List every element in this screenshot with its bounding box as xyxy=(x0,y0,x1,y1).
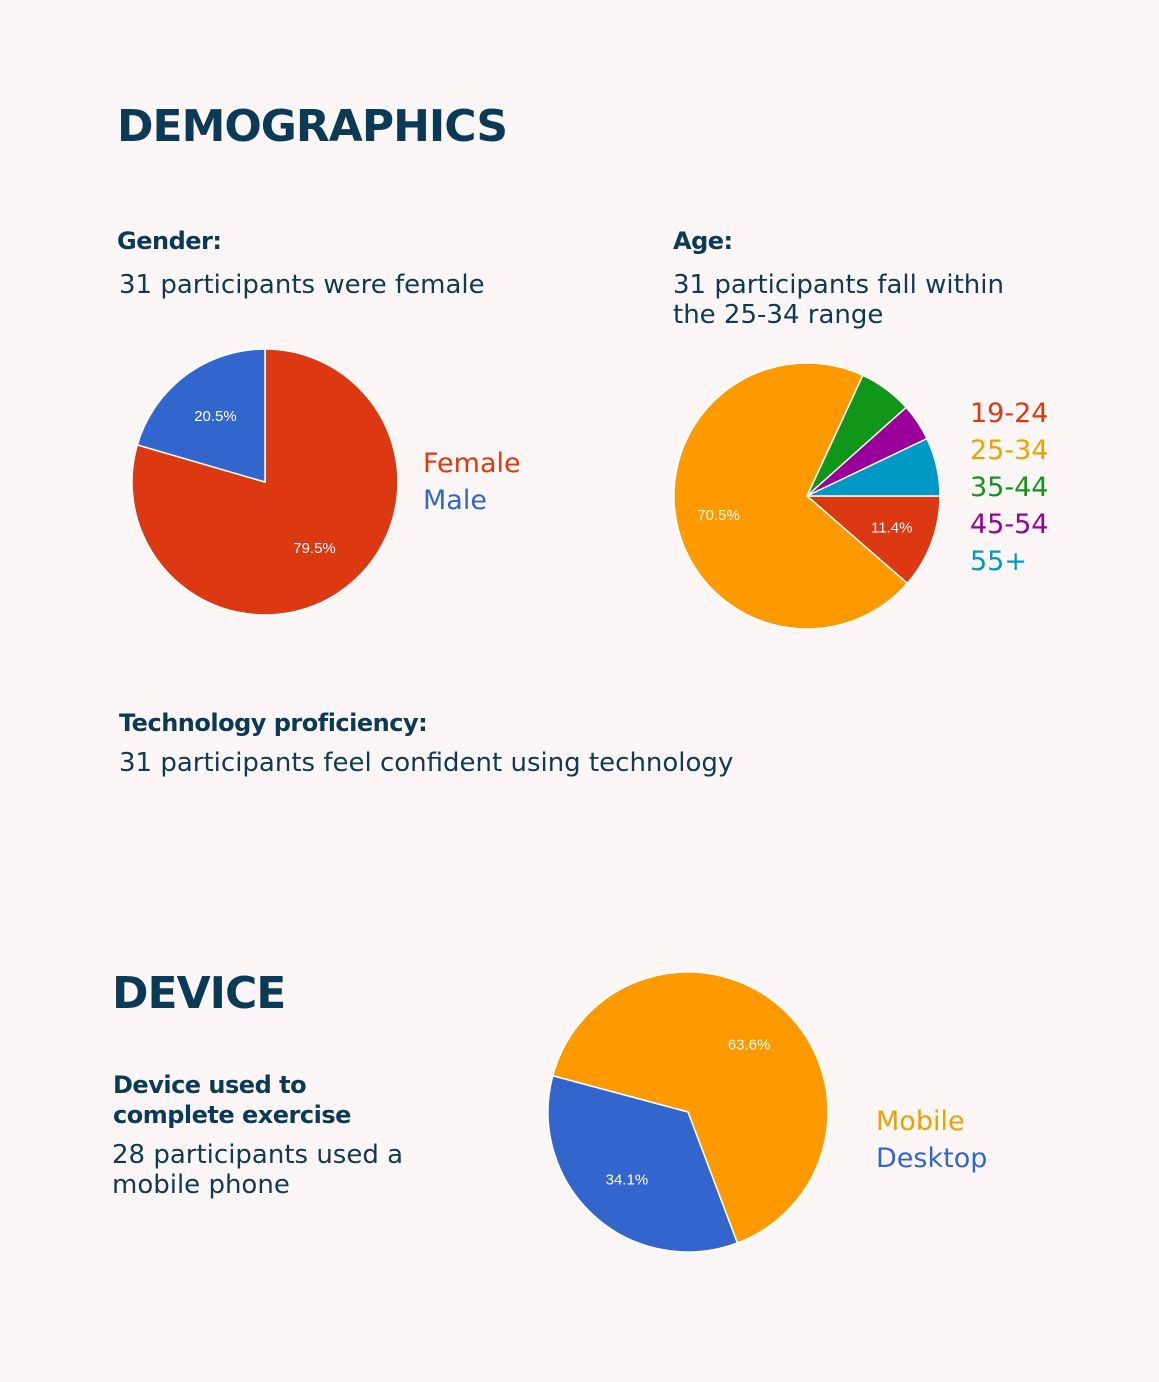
device-label-line2: complete exercise xyxy=(113,1101,351,1129)
pie-data-label: 34.1% xyxy=(606,1171,649,1188)
pie-data-label: 63.6% xyxy=(728,1037,771,1054)
pie-slice-male xyxy=(136,348,266,483)
device-summary-line1: 28 participants used a xyxy=(112,1140,404,1170)
legend-item-female: Female xyxy=(423,448,521,479)
device-legend: Mobile Desktop xyxy=(876,1103,987,1177)
tech-label: Technology proficiency: xyxy=(119,709,428,737)
device-label-line1: Device used to xyxy=(113,1071,307,1099)
pie-slice-55- xyxy=(806,437,941,497)
pie-data-label: 79.5% xyxy=(293,540,336,557)
legend-item-35-44: 35-44 xyxy=(970,472,1049,503)
legend-item-male: Male xyxy=(423,485,487,516)
legend-item-desktop: Desktop xyxy=(876,1143,988,1174)
pie-data-label: 20.5% xyxy=(194,408,237,425)
age-label: Age: xyxy=(673,227,733,255)
pie-slice-mobile xyxy=(551,971,829,1244)
pie-data-label: 70.5% xyxy=(697,507,740,524)
pie-data-label: 11.4% xyxy=(871,520,912,537)
legend-item-mobile: Mobile xyxy=(876,1106,965,1137)
legend-item-55-: 55+ xyxy=(970,546,1027,577)
age-summary-line1: 31 participants fall within xyxy=(673,270,1004,300)
gender-pie-chart: 79.5% 20.5% xyxy=(131,348,399,616)
pie-slice-desktop xyxy=(547,1074,739,1253)
device-summary-line2: mobile phone xyxy=(112,1170,290,1200)
legend-item-25-34: 25-34 xyxy=(970,435,1049,466)
gender-label: Gender: xyxy=(117,227,222,255)
pie-slice-19-24 xyxy=(804,495,941,585)
pie-slice-25-34 xyxy=(673,362,909,630)
tech-summary: 31 participants feel confident using tec… xyxy=(119,748,734,778)
legend-item-19-24: 19-24 xyxy=(970,398,1049,429)
legend-item-45-54: 45-54 xyxy=(970,509,1049,540)
age-legend: 19-24 25-34 35-44 45-54 55+ xyxy=(970,395,1048,580)
gender-summary: 31 participants were female xyxy=(119,270,485,300)
gender-legend: Female Male xyxy=(423,445,521,519)
demographics-heading: DEMOGRAPHICS xyxy=(117,101,508,152)
age-summary-line2: the 25-34 range xyxy=(673,300,884,330)
age-pie-chart: 11.4% 70.5% xyxy=(673,362,941,630)
device-pie-chart: 63.6% 34.1% xyxy=(547,971,829,1253)
device-heading: DEVICE xyxy=(112,968,286,1019)
